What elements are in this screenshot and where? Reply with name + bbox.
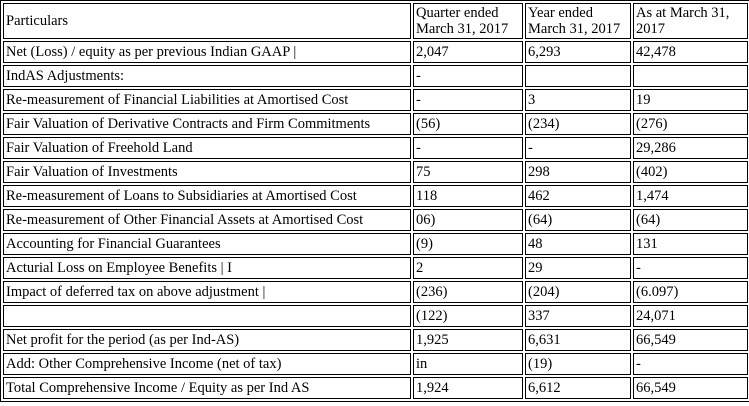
row-quarter-value: 1,924 — [413, 377, 523, 399]
row-label — [3, 305, 411, 327]
header-particulars: Particulars — [3, 3, 411, 39]
row-asat-value: (276) — [633, 113, 748, 135]
row-year-value: 6,612 — [525, 377, 631, 399]
row-year-value: - — [525, 137, 631, 159]
row-quarter-value: 1,925 — [413, 329, 523, 351]
row-year-value: 48 — [525, 233, 631, 255]
table-row: Fair Valuation of Freehold Land - - 29,2… — [3, 137, 748, 159]
table-row: Net (Loss) / equity as per previous Indi… — [3, 41, 748, 63]
table-row: (122) 337 24,071 — [3, 305, 748, 327]
table-row: Fair Valuation of Derivative Contracts a… — [3, 113, 748, 135]
row-quarter-value: (56) — [413, 113, 523, 135]
header-quarter-ended: Quarter ended March 31, 2017 — [413, 3, 523, 39]
table-row: Acturial Loss on Employee Benefits | I 2… — [3, 257, 748, 279]
row-asat-value: 1,474 — [633, 185, 748, 207]
header-as-at: As at March 31, 2017 — [633, 3, 748, 39]
row-asat-value: (64) — [633, 209, 748, 231]
row-year-value: (64) — [525, 209, 631, 231]
row-asat-value: (402) — [633, 161, 748, 183]
header-year-ended: Year ended March 31, 2017 — [525, 3, 631, 39]
row-year-value — [525, 65, 631, 87]
table-row: Net profit for the period (as per Ind-AS… — [3, 329, 748, 351]
row-year-value: 29 — [525, 257, 631, 279]
row-asat-value: 131 — [633, 233, 748, 255]
row-label: Fair Valuation of Derivative Contracts a… — [3, 113, 411, 135]
header-asat-line2: 2017 — [636, 21, 665, 37]
table-row: Re-measurement of Loans to Subsidiaries … — [3, 185, 748, 207]
table-row: Add: Other Comprehensive Income (net of … — [3, 353, 748, 375]
row-year-value: 462 — [525, 185, 631, 207]
row-asat-value: 19 — [633, 89, 748, 111]
header-quarter-line2: March 31, 2017 — [416, 21, 509, 37]
row-label: Total Comprehensive Income / Equity as p… — [3, 377, 411, 399]
row-quarter-value: - — [413, 65, 523, 87]
row-label: Fair Valuation of Investments — [3, 161, 411, 183]
row-label: Acturial Loss on Employee Benefits | I — [3, 257, 411, 279]
row-asat-value: 42,478 — [633, 41, 748, 63]
row-quarter-value: 06) — [413, 209, 523, 231]
header-year-line1: Year ended — [528, 5, 593, 21]
header-asat-line1: As at March 31, — [636, 5, 730, 21]
header-quarter-line1: Quarter ended — [416, 5, 499, 21]
row-year-value: (204) — [525, 281, 631, 303]
row-year-value: (19) — [525, 353, 631, 375]
row-quarter-value: 118 — [413, 185, 523, 207]
row-quarter-value: (236) — [413, 281, 523, 303]
row-asat-value: 29,286 — [633, 137, 748, 159]
row-label: Net profit for the period (as per Ind-AS… — [3, 329, 411, 351]
row-label: Impact of deferred tax on above adjustme… — [3, 281, 411, 303]
header-year-line2: March 31, 2017 — [528, 21, 621, 37]
row-year-value: (234) — [525, 113, 631, 135]
row-year-value: 6,293 — [525, 41, 631, 63]
table-row: Fair Valuation of Investments 75 298 (40… — [3, 161, 748, 183]
table-row: Total Comprehensive Income / Equity as p… — [3, 377, 748, 399]
row-label: Fair Valuation of Freehold Land — [3, 137, 411, 159]
row-label: Re-measurement of Financial Liabilities … — [3, 89, 411, 111]
row-label: IndAS Adjustments: — [3, 65, 411, 87]
row-asat-value: - — [633, 257, 748, 279]
row-label: Add: Other Comprehensive Income (net of … — [3, 353, 411, 375]
row-year-value: 298 — [525, 161, 631, 183]
row-asat-value: (6.097) — [633, 281, 748, 303]
row-quarter-value: - — [413, 89, 523, 111]
row-quarter-value: - — [413, 137, 523, 159]
row-label: Re-measurement of Loans to Subsidiaries … — [3, 185, 411, 207]
row-asat-value: - — [633, 353, 748, 375]
row-label: Accounting for Financial Guarantees — [3, 233, 411, 255]
row-asat-value — [633, 65, 748, 87]
row-asat-value: 66,549 — [633, 377, 748, 399]
row-label: Re-measurement of Other Financial Assets… — [3, 209, 411, 231]
table-row: Re-measurement of Financial Liabilities … — [3, 89, 748, 111]
table-row: Impact of deferred tax on above adjustme… — [3, 281, 748, 303]
row-year-value: 337 — [525, 305, 631, 327]
row-asat-value: 66,549 — [633, 329, 748, 351]
row-year-value: 3 — [525, 89, 631, 111]
row-year-value: 6,631 — [525, 329, 631, 351]
row-asat-value: 24,071 — [633, 305, 748, 327]
table-row: Re-measurement of Other Financial Assets… — [3, 209, 748, 231]
row-quarter-value: 2 — [413, 257, 523, 279]
header-row: Particulars Quarter ended March 31, 2017 … — [3, 3, 748, 39]
row-quarter-value: 75 — [413, 161, 523, 183]
row-label: Net (Loss) / equity as per previous Indi… — [3, 41, 411, 63]
row-quarter-value: in — [413, 353, 523, 375]
row-quarter-value: 2,047 — [413, 41, 523, 63]
row-quarter-value: (122) — [413, 305, 523, 327]
row-quarter-value: (9) — [413, 233, 523, 255]
table-row: IndAS Adjustments: - — [3, 65, 748, 87]
table-row: Accounting for Financial Guarantees (9) … — [3, 233, 748, 255]
